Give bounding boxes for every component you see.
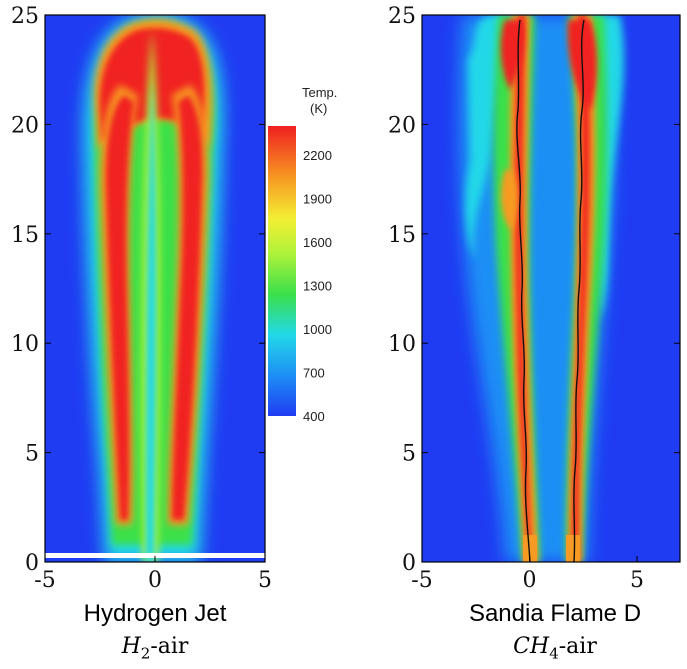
right-subcaption-suffix: -air <box>558 634 597 659</box>
y-tick-label: 25 <box>11 4 39 29</box>
left-core-cyan <box>146 80 156 562</box>
colorbar-tick-label: 1000 <box>303 322 332 337</box>
right-subcaption-species: CH <box>513 634 550 659</box>
right-left-sheet-red <box>515 15 532 562</box>
colorbar-title-line2: (K) <box>310 101 327 116</box>
left-caption: Hydrogen Jet <box>55 600 255 628</box>
right-arm-red <box>172 95 203 520</box>
y-tick-label: 10 <box>11 332 39 357</box>
right-caption-text: Sandia Flame D <box>468 600 642 627</box>
left-subcaption-species: H <box>121 634 141 659</box>
left-nozzle-wall <box>45 553 265 558</box>
y-tick-label: 10 <box>388 332 416 357</box>
colorbar-ticks: 2200 1900 1600 1300 1000 700 400 <box>303 148 332 424</box>
right-inlet-left <box>523 535 537 562</box>
x-tick-label: -5 <box>411 568 432 593</box>
y-tick-label: 15 <box>11 223 39 248</box>
y-tick-label: 25 <box>388 4 416 29</box>
left-caption-text: Hydrogen Jet <box>83 600 227 627</box>
colorbar-tick-label: 400 <box>303 409 325 424</box>
y-tick-label: 15 <box>388 223 416 248</box>
y-tick-label: 20 <box>11 113 39 138</box>
left-arm-red <box>105 95 134 520</box>
right-subcaption: CH4-air <box>430 634 680 662</box>
colorbar-tick-label: 1900 <box>303 192 332 207</box>
y-tick-label: 20 <box>388 113 416 138</box>
right-left-isoline <box>516 19 531 562</box>
colorbar: Temp. (K) 2200 1900 1600 1300 1000 700 400 <box>268 85 337 424</box>
x-tick-label: 0 <box>523 568 537 593</box>
right-temperature-field <box>458 15 624 562</box>
right-subcaption-subscript: 4 <box>549 644 559 663</box>
right-caption: Sandia Flame D <box>430 600 680 628</box>
colorbar-tick-label: 700 <box>303 366 325 381</box>
right-right-isoline <box>573 19 585 562</box>
colorbar-tick-label: 1300 <box>303 279 332 294</box>
x-tick-label: 0 <box>148 568 162 593</box>
y-tick-label: 0 <box>25 551 39 576</box>
y-tick-label: 0 <box>402 551 416 576</box>
colorbar-tick-label: 2200 <box>303 148 332 163</box>
colorbar-tick-label: 1600 <box>303 235 332 250</box>
x-tick-label: 5 <box>258 568 272 593</box>
y-tick-label: 5 <box>25 442 39 467</box>
right-inlet-right <box>566 535 580 562</box>
x-tick-label: -5 <box>34 568 55 593</box>
left-subcaption: H2-air <box>55 634 255 662</box>
left-subcaption-suffix: -air <box>150 634 189 659</box>
colorbar-gradient <box>268 126 296 416</box>
right-plot-frame <box>421 14 681 563</box>
colorbar-title-line1: Temp. <box>302 85 337 100</box>
left-subcaption-subscript: 2 <box>140 644 151 663</box>
left-temperature-field <box>45 15 265 562</box>
right-mid-left-patch <box>500 170 518 230</box>
x-tick-label: 5 <box>630 568 644 593</box>
y-tick-label: 5 <box>402 442 416 467</box>
